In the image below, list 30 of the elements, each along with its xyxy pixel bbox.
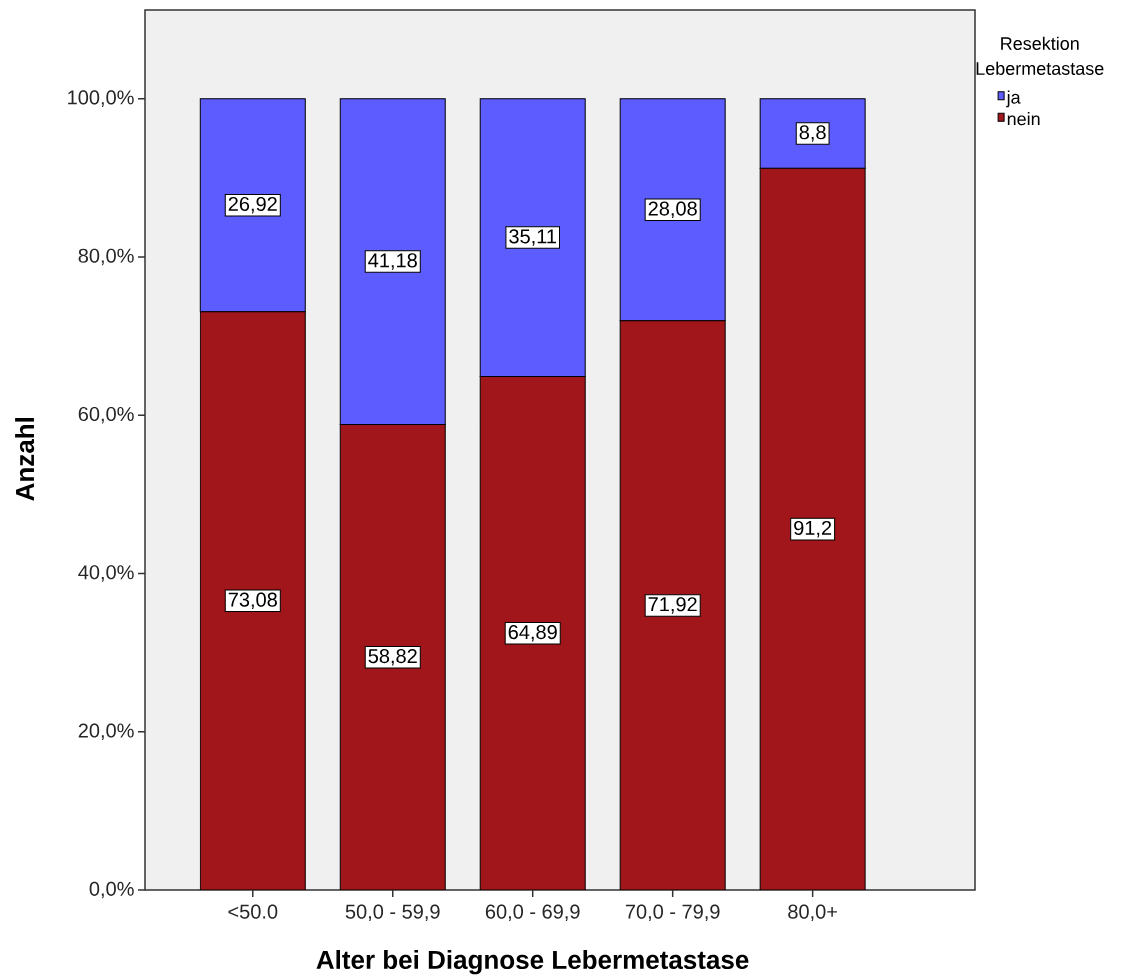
data-label: 91,2 (794, 520, 832, 538)
y-tick-label: 60,0% (78, 406, 134, 424)
x-tick-label: <50.0 (228, 904, 278, 919)
data-label: 35,11 (509, 229, 557, 246)
data-label: 26,92 (228, 196, 277, 214)
legend-label: nein (1007, 112, 1040, 126)
x-tick-label: 70,0 - 79,9 (625, 904, 720, 922)
data-label: 8,8 (799, 125, 826, 142)
x-axis-title: Alter bei Diagnose Lebermetastase (316, 949, 749, 975)
bar (620, 320, 726, 890)
data-label: 64,89 (508, 624, 557, 642)
x-tick-label: 80,0+ (788, 904, 837, 922)
y-tick-label: 20,0% (78, 723, 134, 740)
data-label: 71,92 (648, 597, 697, 614)
bar (480, 376, 586, 890)
data-label: 58,82 (368, 649, 417, 666)
y-tick-label: 80,0% (78, 248, 134, 266)
y-axis-title: Anzahl (15, 418, 35, 501)
bar (340, 424, 446, 890)
legend-label: ja (1006, 90, 1021, 108)
x-tick-label: 60,0 - 69,9 (485, 904, 580, 922)
y-tick-label: 100,0% (68, 90, 134, 107)
data-label: 28,08 (648, 201, 697, 218)
data-label: 73,08 (228, 592, 277, 610)
x-tick-label: 50,0 - 59,9 (345, 904, 440, 922)
data-label: 41,18 (368, 253, 417, 270)
bar (200, 311, 306, 890)
bar (759, 167, 866, 890)
y-tick-label: 40,0% (78, 565, 134, 582)
y-tick-label: 0,0% (89, 881, 134, 899)
